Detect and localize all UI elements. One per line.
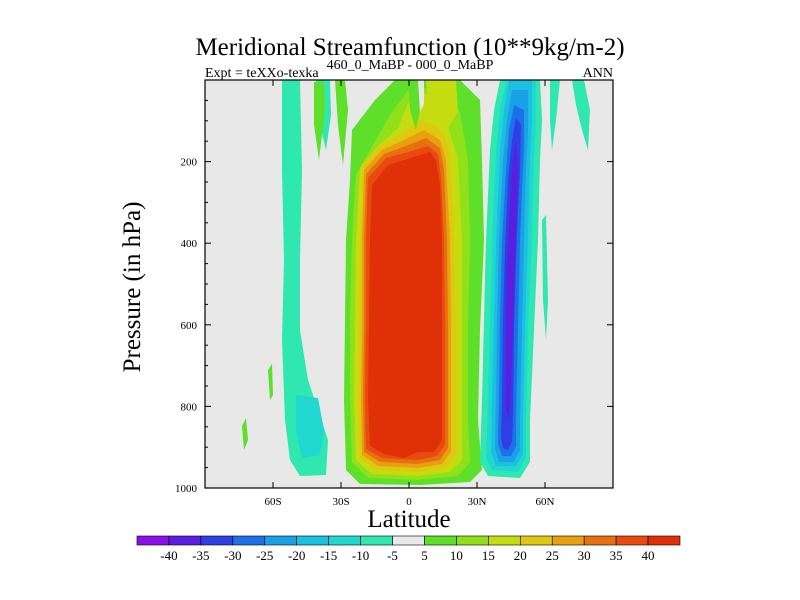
- upper-streak-yellow: [426, 80, 458, 134]
- colorbar-box-3: [232, 535, 266, 546]
- colorbar-box-6: [328, 535, 361, 546]
- x-tick-label-1: 30S: [332, 496, 349, 508]
- sh-positive-patch: [314, 82, 325, 160]
- colorbar-label-7: -5: [387, 548, 398, 563]
- y-tick-label-2: 600: [181, 320, 198, 332]
- colorbar-box-13: [551, 535, 585, 546]
- colorbar-label-5: -15: [320, 548, 337, 563]
- chart-title: Meridional Streamfunction (10**9kg/m-2): [195, 34, 624, 61]
- colorbar-box-9: [424, 535, 457, 546]
- nh-layer-35: [506, 140, 518, 420]
- colorbar-box-11: [488, 535, 521, 546]
- sh-negative-core: [296, 395, 324, 458]
- subtitle-left: Expt = teXXo-texka: [205, 66, 319, 81]
- colorbar-label-4: -20: [288, 548, 305, 563]
- colorbar-label-15: 40: [642, 548, 655, 563]
- nh-speck: [268, 364, 273, 400]
- y-axis-tick-labels: 200 400 600 800 1000: [175, 157, 198, 495]
- upper-streak-green: [408, 80, 420, 130]
- x-tick-label-4: 60N: [536, 496, 555, 508]
- x-tick-label-2: 0: [406, 496, 412, 508]
- colorbar-box-4: [264, 535, 298, 546]
- colorbar-box-10: [456, 535, 489, 546]
- y-tick-label-1: 400: [181, 238, 198, 250]
- upper-gap-gray: [418, 80, 424, 112]
- colorbar-box-15: [615, 535, 649, 546]
- colorbar-label-8: 5: [421, 548, 428, 563]
- sh-positive-speck: [242, 418, 248, 450]
- colorbar-label-0: -40: [160, 548, 177, 563]
- colorbar-box-7: [360, 535, 393, 546]
- colorbar-label-3: -25: [256, 548, 273, 563]
- colorbar-box-14: [583, 535, 617, 546]
- colorbar-label-9: 10: [450, 548, 463, 563]
- colorbar-box-8: [392, 535, 425, 546]
- x-tick-label-3: 30N: [468, 496, 487, 508]
- y-axis-ticks: [205, 99, 613, 489]
- x-axis-ticks: [272, 80, 546, 488]
- y-tick-label-0: 200: [181, 157, 198, 169]
- colorbar-box-0: [136, 535, 170, 546]
- colorbar-label-6: -10: [352, 548, 369, 563]
- subtitle-center: 460_0_MaBP - 000_0_MaBP: [327, 58, 494, 73]
- colorbar-box-5: [296, 535, 329, 546]
- colorbar-label-11: 20: [514, 548, 527, 563]
- colorbar: -40 -35 -30 -25 -20 -15 -10 -5 5 10 15 20 25 30 35 40: [136, 535, 681, 563]
- x-axis-label: Latitude: [367, 506, 450, 533]
- y-axis-label: Pressure (in hPa): [119, 202, 146, 373]
- contour-fields: [242, 80, 590, 485]
- sh-negative-band: [282, 80, 328, 476]
- x-tick-label-0: 60S: [264, 496, 281, 508]
- nh-upper-streak-1: [550, 80, 560, 150]
- y-tick-label-3: 800: [181, 401, 198, 413]
- sh-positive-streak: [335, 80, 348, 165]
- colorbar-box-12: [519, 535, 553, 546]
- colorbar-label-1: -35: [192, 548, 209, 563]
- colorbar-box-1: [168, 535, 202, 546]
- colorbar-label-12: 25: [546, 548, 559, 563]
- colorbar-label-2: -30: [224, 548, 241, 563]
- subtitle-right: ANN: [583, 66, 613, 81]
- colorbar-box-16: [647, 535, 681, 546]
- nh-upper-streak-2: [572, 80, 590, 150]
- y-tick-label-4: 1000: [175, 483, 198, 495]
- colorbar-label-13: 30: [578, 548, 591, 563]
- x-axis-tick-labels: 60S 30S 0 30N 60N: [264, 496, 554, 508]
- colorbar-label-10: 15: [482, 548, 495, 563]
- colorbar-box-2: [200, 535, 234, 546]
- nh-lower-streak: [542, 215, 548, 340]
- colorbar-label-14: 35: [610, 548, 623, 563]
- hadley-layer-40: [368, 152, 442, 458]
